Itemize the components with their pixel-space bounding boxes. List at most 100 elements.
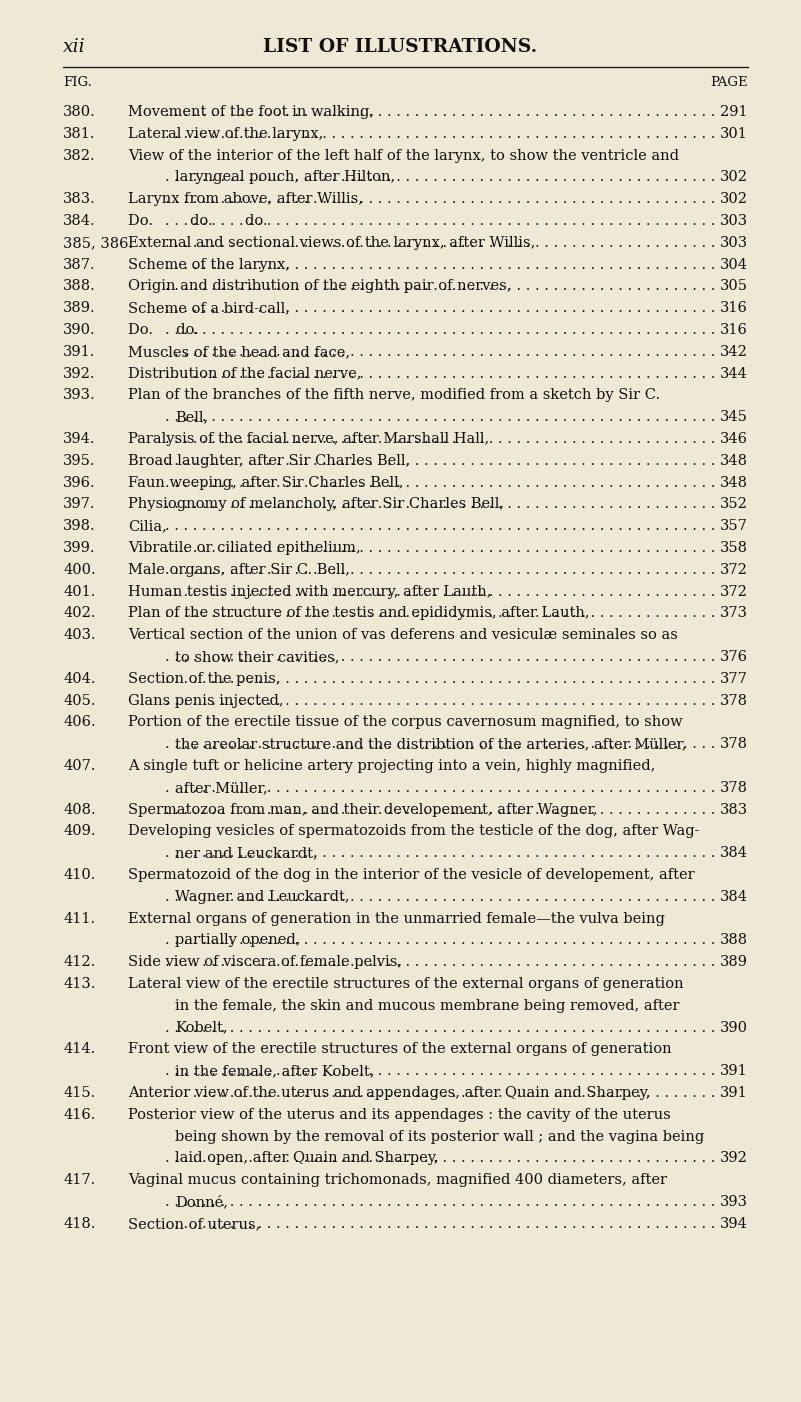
Text: 342: 342 [720, 345, 748, 359]
Text: 409.: 409. [63, 824, 95, 838]
Text: . . . . . . . . . . . . . . . . . . . . . . . . . . . . . . . . . . . . . . . . : . . . . . . . . . . . . . . . . . . . . … [165, 126, 720, 140]
Text: Portion of the erectile tissue of the corpus cavernosum magnified, to show: Portion of the erectile tissue of the co… [128, 715, 682, 729]
Text: Section of the penis,: Section of the penis, [128, 672, 280, 686]
Text: 400.: 400. [63, 562, 95, 576]
Text: 381.: 381. [63, 126, 95, 140]
Text: Muscles of the head and face,: Muscles of the head and face, [128, 345, 350, 359]
Text: . . . . . . . . . . . . . . . . . . . . . . . . . . . . . . . . . . . . . . . . : . . . . . . . . . . . . . . . . . . . . … [165, 1195, 720, 1209]
Text: . . . . . . . . . . . . . . . . . . . . . . . . . . . . . . . . . . . . . . . . : . . . . . . . . . . . . . . . . . . . . … [165, 694, 720, 708]
Text: 302: 302 [720, 171, 748, 185]
Text: . . . . . . . . . . . . . . . . . . . . . . . . . . . . . . . . . . . . . . . . : . . . . . . . . . . . . . . . . . . . . … [165, 562, 720, 576]
Text: . . . . . . . . . . . . . . . . . . . . . . . . . . . . . . . . . . . . . . . . : . . . . . . . . . . . . . . . . . . . . … [165, 236, 720, 250]
Text: Male organs, after Sir C. Bell,: Male organs, after Sir C. Bell, [128, 562, 350, 576]
Text: 377: 377 [720, 672, 748, 686]
Text: Bell,: Bell, [175, 411, 208, 425]
Text: 380.: 380. [63, 105, 96, 119]
Text: . . . . . . . . . . . . . . . . . . . . . . . . . . . . . . . . . . . . . . . . : . . . . . . . . . . . . . . . . . . . . … [165, 345, 720, 359]
Text: . . . . . . . . . . . . . . . . . . . . . . . . . . . . . . . . . . . . . . . . : . . . . . . . . . . . . . . . . . . . . … [165, 475, 720, 489]
Text: . . . . . . . . . . . . . . . . . . . . . . . . . . . . . . . . . . . . . . . . : . . . . . . . . . . . . . . . . . . . . … [165, 672, 720, 686]
Text: FIG.: FIG. [63, 76, 92, 88]
Text: Anterior view of the uterus and appendages, after Quain and Sharpey,: Anterior view of the uterus and appendag… [128, 1087, 650, 1101]
Text: 291: 291 [720, 105, 748, 119]
Text: Side view of viscera of female pelvis,: Side view of viscera of female pelvis, [128, 955, 402, 969]
Text: 358: 358 [720, 541, 748, 555]
Text: Scheme of a bird-call,: Scheme of a bird-call, [128, 301, 290, 315]
Text: 393: 393 [720, 1195, 748, 1209]
Text: Section of uterus,: Section of uterus, [128, 1217, 260, 1231]
Text: 376: 376 [720, 651, 748, 665]
Text: 407.: 407. [63, 758, 95, 773]
Text: in the female, the skin and mucous membrane being removed, after: in the female, the skin and mucous membr… [175, 998, 679, 1012]
Text: Vertical section of the union of vas deferens and vesiculæ seminales so as: Vertical section of the union of vas def… [128, 628, 678, 642]
Text: . . . . . . . . . . . . . . . . . . . . . . . . . . . . . . . . . . . . . . . . : . . . . . . . . . . . . . . . . . . . . … [165, 411, 720, 425]
Text: Lateral view of the larynx,: Lateral view of the larynx, [128, 126, 324, 140]
Text: Scheme of the larynx,: Scheme of the larynx, [128, 258, 290, 272]
Text: . . . . . . . . . . . . . . . . . . . . . . . . . . . . . . . . . . . . . . . . : . . . . . . . . . . . . . . . . . . . . … [165, 432, 720, 446]
Text: 378: 378 [720, 781, 748, 795]
Text: . . . . . . . . . . . . . . . . . . . . . . . . . . . . . . . . . . . . . . . . : . . . . . . . . . . . . . . . . . . . . … [165, 215, 720, 229]
Text: 404.: 404. [63, 672, 95, 686]
Text: 406.: 406. [63, 715, 95, 729]
Text: . . . . . . . . . . . . . . . . . . . . . . . . . . . . . . . . . . . . . . . . : . . . . . . . . . . . . . . . . . . . . … [165, 279, 720, 293]
Text: 382.: 382. [63, 149, 95, 163]
Text: Front view of the erectile structures of the external organs of generation: Front view of the erectile structures of… [128, 1043, 671, 1056]
Text: 303: 303 [720, 236, 748, 250]
Text: 391: 391 [720, 1087, 748, 1101]
Text: 401.: 401. [63, 585, 95, 599]
Text: . . . . . . . . . . . . . . . . . . . . . . . . . . . . . . . . . . . . . . . . : . . . . . . . . . . . . . . . . . . . . … [165, 366, 720, 380]
Text: 302: 302 [720, 192, 748, 206]
Text: Larynx from above, after Willis,: Larynx from above, after Willis, [128, 192, 363, 206]
Text: . . . . . . . . . . . . . . . . . . . . . . . . . . . . . . . . . . . . . . . . : . . . . . . . . . . . . . . . . . . . . … [165, 607, 720, 621]
Text: 390: 390 [720, 1021, 748, 1035]
Text: . . . . . . . . . . . . . . . . . . . . . . . . . . . . . . . . . . . . . . . . : . . . . . . . . . . . . . . . . . . . . … [165, 498, 720, 512]
Text: to show their cavities,: to show their cavities, [175, 651, 340, 665]
Text: 348: 348 [720, 475, 748, 489]
Text: the areolar structure and the distribtion of the arteries, after Müller,: the areolar structure and the distribtio… [175, 737, 686, 751]
Text: PAGE: PAGE [710, 76, 748, 88]
Text: Broad laughter, after Sir Charles Bell,: Broad laughter, after Sir Charles Bell, [128, 454, 410, 468]
Text: External and sectional views of the larynx, after Willis,: External and sectional views of the lary… [128, 236, 535, 250]
Text: 357: 357 [720, 519, 748, 533]
Text: Cilia,: Cilia, [128, 519, 167, 533]
Text: 418.: 418. [63, 1217, 95, 1231]
Text: 316: 316 [720, 301, 748, 315]
Text: Plan of the branches of the fifth nerve, modified from a sketch by Sir C.: Plan of the branches of the fifth nerve,… [128, 388, 660, 402]
Text: . . . . . . . . . . . . . . . . . . . . . . . . . . . . . . . . . . . . . . . . : . . . . . . . . . . . . . . . . . . . . … [165, 781, 720, 795]
Text: . . . . . . . . . . . . . . . . . . . . . . . . . . . . . . . . . . . . . . . . : . . . . . . . . . . . . . . . . . . . . … [165, 322, 720, 336]
Text: laryngeal pouch, after Hilton,: laryngeal pouch, after Hilton, [175, 171, 395, 185]
Text: 391: 391 [720, 1064, 748, 1078]
Text: 412.: 412. [63, 955, 95, 969]
Text: . . . . . . . . . . . . . . . . . . . . . . . . . . . . . . . . . . . . . . . . : . . . . . . . . . . . . . . . . . . . . … [165, 585, 720, 599]
Text: LIST OF ILLUSTRATIONS.: LIST OF ILLUSTRATIONS. [264, 38, 537, 56]
Text: 372: 372 [720, 585, 748, 599]
Text: Donné,: Donné, [175, 1195, 228, 1209]
Text: 304: 304 [720, 258, 748, 272]
Text: A single tuft or helicine artery projecting into a vein, highly magnified,: A single tuft or helicine artery project… [128, 758, 655, 773]
Text: 417.: 417. [63, 1173, 95, 1187]
Text: 415.: 415. [63, 1087, 95, 1101]
Text: 387.: 387. [63, 258, 95, 272]
Text: 399.: 399. [63, 541, 95, 555]
Text: Lateral view of the erectile structures of the external organs of generation: Lateral view of the erectile structures … [128, 977, 683, 991]
Text: . . . . . . . . . . . . . . . . . . . . . . . . . . . . . . . . . . . . . . . . : . . . . . . . . . . . . . . . . . . . . … [165, 192, 720, 206]
Text: xii: xii [63, 38, 86, 56]
Text: 384: 384 [720, 890, 748, 904]
Text: partially opened,: partially opened, [175, 934, 300, 948]
Text: Vibratile or ciliated epithelium,: Vibratile or ciliated epithelium, [128, 541, 360, 555]
Text: . . . . . . . . . . . . . . . . . . . . . . . . . . . . . . . . . . . . . . . . : . . . . . . . . . . . . . . . . . . . . … [165, 1064, 720, 1078]
Text: 397.: 397. [63, 498, 95, 512]
Text: Paralysis of the facial nerve, after Marshall Hall,: Paralysis of the facial nerve, after Mar… [128, 432, 489, 446]
Text: 385, 386.: 385, 386. [63, 236, 133, 250]
Text: 398.: 398. [63, 519, 95, 533]
Text: Wagner and Leuckardt,: Wagner and Leuckardt, [175, 890, 349, 904]
Text: 346: 346 [720, 432, 748, 446]
Text: . . . . . . . . . . . . . . . . . . . . . . . . . . . . . . . . . . . . . . . . : . . . . . . . . . . . . . . . . . . . . … [165, 171, 720, 185]
Text: laid open, after Quain and Sharpey,: laid open, after Quain and Sharpey, [175, 1151, 439, 1165]
Text: . . . . . . . . . . . . . . . . . . . . . . . . . . . . . . . . . . . . . . . . : . . . . . . . . . . . . . . . . . . . . … [165, 847, 720, 861]
Text: Vaginal mucus containing trichomonads, magnified 400 diameters, after: Vaginal mucus containing trichomonads, m… [128, 1173, 667, 1187]
Text: Do.     do.: Do. do. [128, 322, 199, 336]
Text: . . . . . . . . . . . . . . . . . . . . . . . . . . . . . . . . . . . . . . . . : . . . . . . . . . . . . . . . . . . . . … [165, 802, 720, 816]
Text: being shown by the removal of its posterior wall ; and the vagina being: being shown by the removal of its poster… [175, 1130, 704, 1144]
Text: 394.: 394. [63, 432, 95, 446]
Text: . . . . . . . . . . . . . . . . . . . . . . . . . . . . . . . . . . . . . . . . : . . . . . . . . . . . . . . . . . . . . … [165, 651, 720, 665]
